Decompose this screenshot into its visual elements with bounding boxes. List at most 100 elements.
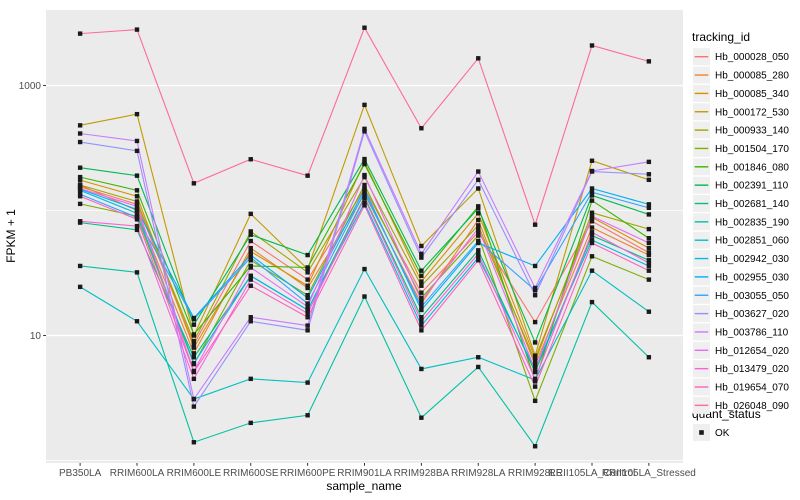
- legend-label-Hb_003627_020: Hb_003627_020: [715, 309, 789, 320]
- data-point: [191, 404, 197, 409]
- data-point: [476, 186, 481, 191]
- data-point: [248, 232, 253, 237]
- data-point: [362, 190, 367, 195]
- data-point: [134, 319, 140, 324]
- data-point: [191, 440, 197, 445]
- data-point: [134, 217, 140, 222]
- data-point: [532, 384, 538, 389]
- data-point: [419, 126, 424, 131]
- data-point: [77, 284, 83, 290]
- data-point: [191, 376, 197, 382]
- data-point: [362, 25, 367, 30]
- data-points: [77, 25, 652, 449]
- data-point: [646, 205, 652, 211]
- data-point: [191, 369, 197, 375]
- data-point: [476, 56, 481, 61]
- data-point: [305, 270, 310, 275]
- data-point: [362, 172, 367, 178]
- data-point: [134, 223, 140, 229]
- data-point: [532, 340, 538, 345]
- x-tick-label: RRIM600PE: [280, 468, 336, 479]
- data-point: [77, 186, 83, 191]
- data-point: [134, 194, 140, 199]
- data-point: [305, 413, 310, 418]
- data-point: [419, 251, 424, 257]
- x-tick-label: RRII105LA_Control: [549, 468, 636, 479]
- data-point: [248, 157, 253, 162]
- data-point: [419, 301, 424, 306]
- data-point: [476, 206, 481, 211]
- data-point: [77, 174, 83, 180]
- y-axis-title: FPKM + 1: [4, 209, 18, 263]
- legend-label-Hb_001504_170: Hb_001504_170: [715, 144, 789, 155]
- data-point: [77, 263, 83, 269]
- data-point: [589, 168, 595, 174]
- data-point: [362, 182, 367, 188]
- y-tick-label: 1000: [19, 81, 42, 92]
- legend-label-Hb_002955_030: Hb_002955_030: [715, 272, 789, 283]
- data-point: [646, 240, 652, 246]
- x-tick-label: PB350LA: [59, 468, 102, 479]
- data-point: [305, 301, 310, 306]
- data-point: [248, 315, 253, 320]
- data-point: [532, 362, 538, 368]
- data-point: [532, 319, 538, 325]
- data-point: [305, 311, 310, 316]
- data-point: [589, 254, 595, 259]
- data-point: [77, 165, 83, 170]
- data-point: [532, 355, 538, 361]
- data-point: [532, 353, 538, 358]
- legend-entries: Hb_000028_050 Hb_000085_280 Hb_000085_340 H…: [693, 48, 789, 441]
- data-point: [419, 255, 424, 260]
- legend-label-Hb_000172_530: Hb_000172_530: [715, 107, 789, 118]
- data-point: [305, 295, 310, 301]
- data-point: [134, 111, 140, 117]
- data-point: [191, 345, 197, 350]
- data-point: [589, 158, 595, 163]
- data-point: [134, 270, 140, 275]
- data-point: [419, 268, 424, 273]
- data-point: [134, 211, 140, 216]
- data-point: [134, 204, 140, 209]
- data-point: [305, 285, 310, 291]
- data-point: [476, 248, 481, 253]
- x-tick-label: RRIM928BA: [394, 468, 450, 479]
- data-point: [362, 159, 367, 165]
- data-point: [305, 265, 310, 270]
- data-point: [419, 279, 424, 284]
- data-point: [589, 193, 595, 198]
- data-point: [646, 260, 652, 266]
- data-point: [362, 102, 367, 108]
- data-point: [248, 249, 253, 254]
- data-point: [419, 298, 424, 303]
- data-point: [476, 255, 481, 260]
- x-axis: PB350LA RRIM600LA RRIM600LE RRIM600SE RRIM60…: [59, 463, 696, 479]
- data-point: [589, 230, 595, 235]
- data-point: [77, 123, 83, 128]
- data-point: [305, 173, 310, 178]
- data-point: [646, 159, 652, 165]
- data-point: [134, 207, 140, 212]
- data-point: [362, 126, 367, 132]
- data-point: [362, 266, 367, 272]
- legend-label-Hb_000933_140: Hb_000933_140: [715, 126, 789, 137]
- x-tick-label: RRIM928LA: [451, 468, 506, 479]
- data-point: [362, 294, 367, 299]
- data-point: [476, 251, 481, 257]
- data-point: [532, 222, 538, 227]
- data-point: [191, 332, 197, 337]
- data-point: [532, 288, 538, 293]
- data-point: [419, 415, 424, 420]
- data-point: [419, 307, 424, 313]
- data-point: [646, 177, 652, 183]
- data-point: [646, 309, 652, 314]
- data-point: [419, 290, 424, 295]
- legend-label-Hb_002851_060: Hb_002851_060: [715, 236, 789, 247]
- data-point: [589, 210, 595, 215]
- data-point: [419, 315, 424, 320]
- data-point: [305, 252, 310, 258]
- data-point: [476, 177, 481, 183]
- data-point: [362, 156, 367, 162]
- data-point: [191, 361, 197, 366]
- data-point: [191, 342, 197, 347]
